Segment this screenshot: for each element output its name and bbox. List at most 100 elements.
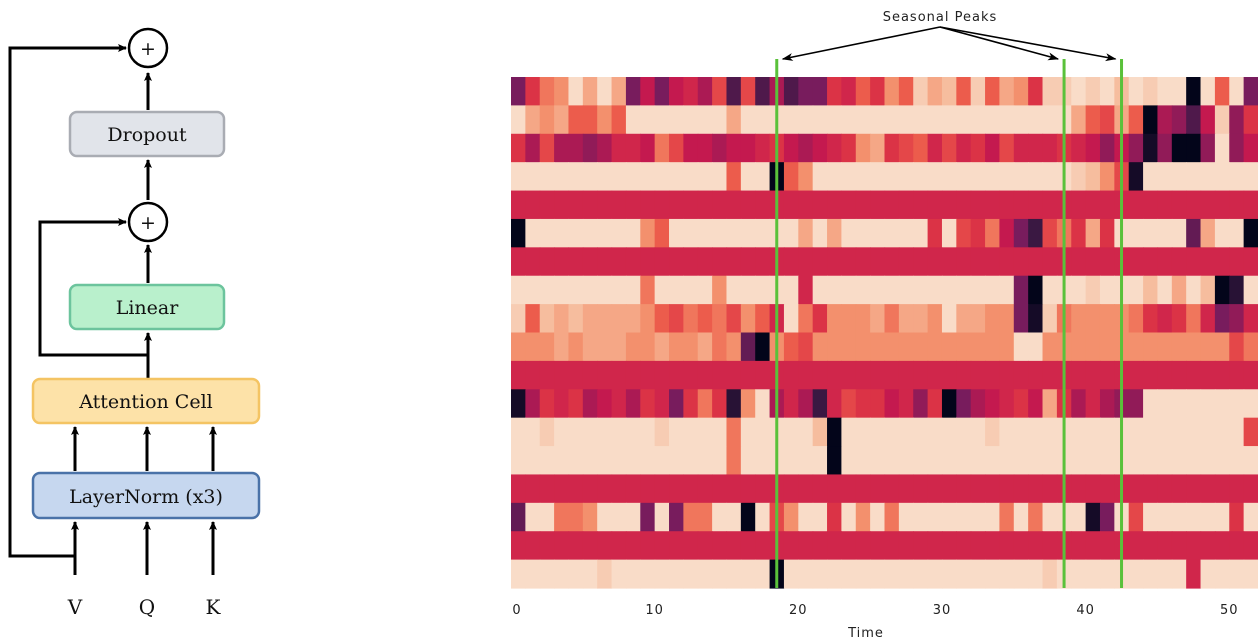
heatmap-cell — [611, 360, 627, 390]
heatmap-cell — [625, 275, 641, 305]
heatmap-cell — [1128, 559, 1144, 589]
heatmap-cell — [669, 304, 684, 334]
heatmap-cell — [712, 360, 728, 390]
heatmap-cell — [1229, 133, 1245, 163]
heatmap-cell — [913, 190, 929, 220]
heatmap-cell — [1229, 218, 1245, 248]
heatmap-cell — [712, 474, 728, 504]
heatmap-cell — [798, 474, 814, 504]
heatmap-cell — [1042, 133, 1058, 163]
heatmap-cell — [970, 162, 986, 192]
heatmap-cell — [726, 218, 742, 248]
heatmap-cell — [956, 218, 972, 248]
heatmap-cell — [654, 247, 670, 277]
heatmap-cell — [841, 190, 857, 220]
heatmap-cell — [1071, 502, 1087, 532]
heatmap-cell — [1214, 218, 1230, 248]
heatmap-cell — [1013, 247, 1029, 277]
heatmap-cell — [611, 446, 627, 476]
heatmap-cell — [956, 190, 972, 220]
heatmap-cell — [783, 275, 799, 305]
heatmap-cell — [1200, 531, 1216, 561]
heatmap-cell — [1214, 190, 1230, 220]
heatmap-cell — [1229, 190, 1245, 220]
heatmap-cell — [1128, 417, 1144, 447]
heatmap-cell — [798, 389, 814, 419]
heatmap-cell — [1128, 531, 1144, 561]
heatmap-cell — [726, 417, 742, 447]
heatmap-cell — [827, 360, 843, 390]
heatmap-cell — [1186, 218, 1202, 248]
heatmap-cell — [783, 446, 799, 476]
input-label-q: Q — [139, 595, 155, 619]
heatmap-cell — [640, 247, 656, 277]
heatmap-cell — [539, 275, 555, 305]
heatmap-cell — [640, 417, 656, 447]
heatmap-cell — [812, 275, 828, 305]
heatmap-cell — [568, 190, 584, 220]
heatmap-cell — [985, 218, 1001, 248]
heatmap-cell — [1157, 162, 1173, 192]
heatmap-cell — [539, 77, 555, 106]
heatmap-cell — [625, 304, 641, 334]
heatmap-cell — [511, 360, 526, 390]
heatmap-cell — [625, 247, 641, 277]
heatmap-cell — [941, 133, 957, 163]
heatmap-cell — [956, 360, 972, 390]
heatmap-cell — [798, 446, 814, 476]
heatmap-cell — [898, 247, 914, 277]
heatmap-cell — [1013, 417, 1029, 447]
heatmap-cell — [1085, 105, 1101, 135]
heatmap-cell — [898, 162, 914, 192]
heatmap-cell — [1214, 502, 1230, 532]
heatmap-cell — [841, 247, 857, 277]
heatmap-cell — [898, 474, 914, 504]
heatmap-cell — [511, 218, 526, 248]
heatmap-cell — [1243, 446, 1258, 476]
heatmap-cell — [985, 417, 1001, 447]
heatmap-cell — [1157, 360, 1173, 390]
heatmap-cell — [683, 247, 699, 277]
heatmap-cell — [970, 275, 986, 305]
heatmap-cell — [611, 332, 627, 362]
heatmap-cell — [999, 531, 1015, 561]
heatmap-cell — [1099, 417, 1115, 447]
heatmap-cell — [740, 162, 756, 192]
heatmap-cell — [1214, 105, 1230, 135]
heatmap-cell — [554, 77, 570, 106]
heatmap-cell — [870, 332, 886, 362]
heatmap-cell — [855, 105, 871, 135]
heatmap-cell — [927, 360, 943, 390]
heatmap-cell — [970, 531, 986, 561]
heatmap-cell — [726, 275, 742, 305]
heatmap-cell — [640, 105, 656, 135]
heatmap-cell — [740, 446, 756, 476]
heatmap-cell — [812, 502, 828, 532]
heatmap-cell — [1214, 474, 1230, 504]
heatmap-cell — [1186, 332, 1202, 362]
heatmap-cell — [798, 133, 814, 163]
heatmap-cell — [798, 304, 814, 334]
heatmap-cell — [898, 446, 914, 476]
heatmap-cell — [1013, 77, 1029, 106]
heatmap-cell — [1229, 275, 1245, 305]
heatmap-cell — [812, 105, 828, 135]
heatmap-cell — [712, 247, 728, 277]
heatmap-cell — [1028, 275, 1044, 305]
heatmap-cell — [1042, 105, 1058, 135]
heatmap-cell — [1085, 332, 1101, 362]
heatmap-cell — [611, 218, 627, 248]
heatmap-cell — [654, 389, 670, 419]
heatmap-cell — [1200, 247, 1216, 277]
heatmap-cell — [740, 559, 756, 589]
heatmap-cell — [870, 389, 886, 419]
heatmap-cell — [1229, 247, 1245, 277]
heatmap-cell — [697, 417, 713, 447]
heatmap-cell — [1200, 417, 1216, 447]
heatmap-cell — [640, 304, 656, 334]
heatmap-cell — [525, 502, 541, 532]
heatmap-cell — [956, 275, 972, 305]
heatmap-cell — [755, 559, 771, 589]
heatmap-cell — [654, 417, 670, 447]
heatmap-cell — [1157, 559, 1173, 589]
